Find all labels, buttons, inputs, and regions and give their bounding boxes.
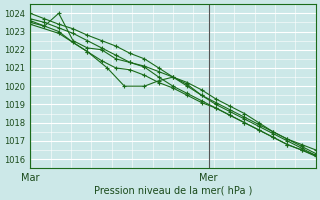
X-axis label: Pression niveau de la mer( hPa ): Pression niveau de la mer( hPa ) bbox=[94, 186, 252, 196]
